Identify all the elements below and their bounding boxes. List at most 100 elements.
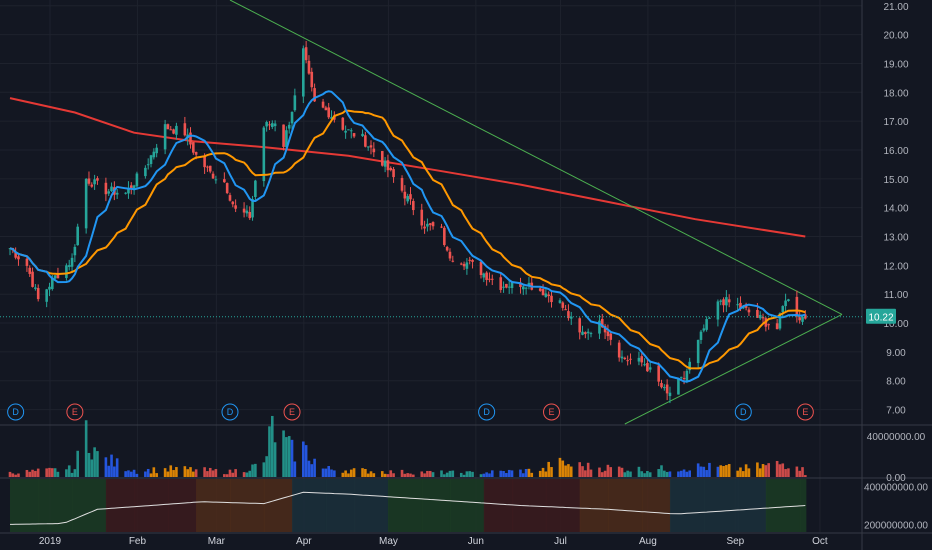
candle-body — [25, 258, 29, 266]
volume-bar — [412, 474, 415, 477]
indicator-tick-label: 400000000.00 — [864, 483, 928, 494]
volume-bar — [479, 474, 483, 477]
volume-bar — [341, 472, 345, 477]
volume-bar — [589, 469, 593, 477]
volume-bar — [761, 464, 765, 477]
candle-body — [708, 317, 711, 319]
earnings-marker[interactable] — [283, 403, 301, 421]
volume-bar — [465, 471, 469, 477]
volume-bar — [677, 471, 680, 477]
volume-bar — [696, 463, 700, 477]
volume-bar — [73, 469, 77, 477]
candle-body — [183, 123, 187, 136]
volume-bar — [403, 473, 407, 477]
candle-body — [629, 358, 632, 360]
candle-body — [65, 265, 68, 279]
candle-body — [443, 227, 446, 246]
volume-bar — [51, 468, 54, 477]
dividend-marker[interactable] — [478, 403, 496, 421]
candle-body — [440, 226, 443, 228]
candle-body — [307, 60, 311, 74]
candle-body — [231, 201, 235, 205]
volume-bar — [155, 473, 158, 477]
indicator-band — [105, 479, 136, 532]
volume-bar — [725, 465, 728, 477]
candle-body — [270, 123, 274, 128]
volume-bar — [333, 470, 336, 477]
indicator-tick-label: 200000000.00 — [864, 520, 928, 531]
candle-body — [600, 318, 604, 328]
candle-body — [598, 320, 601, 334]
volume-bar — [741, 471, 745, 477]
candle-body — [406, 196, 409, 202]
volume-bar — [719, 465, 723, 477]
volume-bar — [189, 467, 192, 477]
event-marker-label: D — [483, 407, 490, 417]
candle-body — [459, 263, 463, 265]
candle-body — [685, 370, 689, 382]
last-price-label: 10.22 — [868, 313, 893, 324]
candle-body — [349, 130, 353, 132]
month-label: Mar — [208, 536, 226, 547]
volume-bar — [600, 472, 604, 477]
volume-bar — [110, 454, 113, 477]
volume-bar — [124, 471, 127, 477]
dividend-marker[interactable] — [221, 403, 239, 421]
candle-body — [558, 300, 562, 303]
volume-bar — [758, 468, 762, 477]
volume-bar — [144, 471, 147, 477]
volume-bar — [795, 466, 799, 477]
candle-body — [155, 147, 158, 154]
volume-bar — [113, 466, 116, 477]
volume-bar — [722, 466, 725, 477]
volume-bar — [660, 465, 663, 477]
candle-body — [420, 209, 424, 226]
candle-body — [696, 339, 700, 364]
candle-body — [313, 88, 316, 102]
dividend-marker[interactable] — [734, 403, 752, 421]
volume-bar — [347, 473, 350, 477]
candle-body — [778, 313, 782, 329]
candle-body — [643, 364, 646, 366]
volume-bar — [93, 447, 96, 477]
candle-body — [321, 101, 325, 108]
earnings-marker[interactable] — [66, 403, 84, 421]
volume-bar — [775, 460, 779, 477]
candle-body — [262, 127, 266, 182]
earnings-marker[interactable] — [543, 403, 561, 421]
candle-body — [223, 179, 226, 183]
volume-bar — [67, 465, 71, 477]
volume-bar — [586, 462, 590, 477]
candle-body — [485, 272, 488, 280]
volume-bar — [152, 467, 156, 477]
candle-body — [254, 180, 257, 197]
candle-body — [784, 300, 787, 307]
volume-bar — [361, 468, 364, 477]
volume-bar — [527, 468, 531, 477]
candle-body — [465, 262, 469, 269]
candle-body — [383, 160, 387, 167]
indicator-band — [387, 479, 423, 532]
indicator-band — [263, 479, 294, 532]
volume-bar — [688, 470, 692, 477]
volume-bar — [778, 464, 782, 477]
volume-bar — [262, 462, 266, 477]
indicator-band — [737, 479, 767, 532]
earnings-marker[interactable] — [796, 403, 814, 421]
volume-bar — [282, 430, 285, 477]
candle-body — [347, 129, 350, 131]
candle-body — [412, 201, 415, 211]
candle-body — [756, 309, 759, 318]
volume-bar — [558, 457, 562, 477]
indicator-band — [167, 479, 198, 532]
candle-body — [352, 133, 356, 137]
volume-bar — [505, 473, 508, 477]
candle-body — [679, 376, 683, 378]
candle-body — [56, 273, 60, 279]
candle-body — [781, 306, 785, 313]
dividend-marker[interactable] — [7, 403, 25, 421]
volume-bar — [507, 469, 511, 477]
candle-body — [96, 178, 99, 181]
